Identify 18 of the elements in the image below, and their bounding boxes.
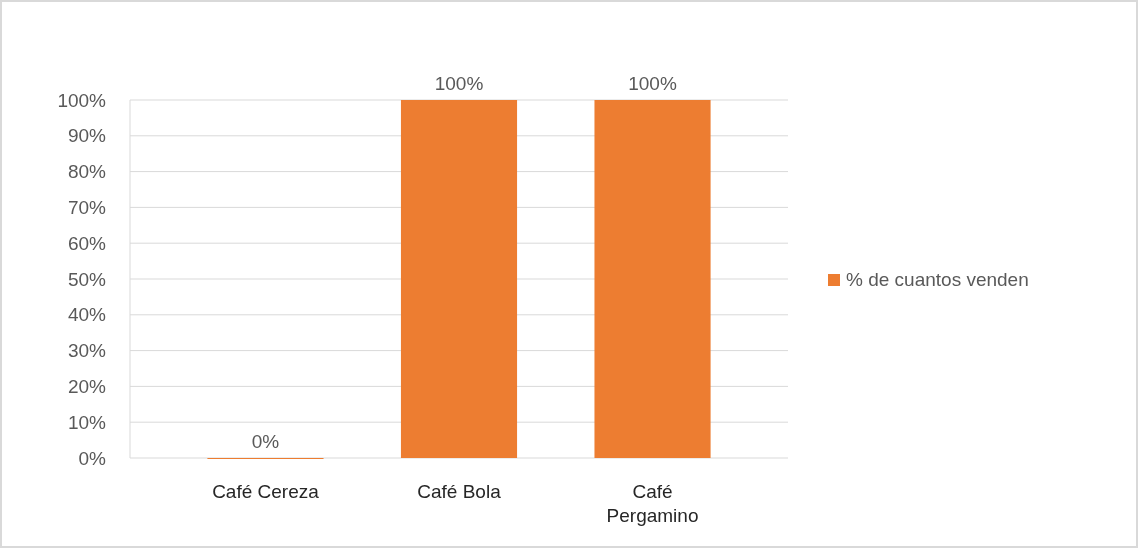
y-tick-label: 90%	[67, 125, 107, 147]
x-tick-label: Café Cereza	[212, 481, 320, 502]
text: 100%	[434, 73, 484, 94]
y-tick-label: 80%	[67, 161, 107, 183]
x-tick-label: Café Pergamino	[606, 481, 699, 526]
y-tick-label: 50%	[67, 268, 107, 290]
x-tick-label: Café Bola	[417, 481, 502, 502]
text: 100%	[628, 73, 677, 94]
y-tick-label: 20%	[67, 376, 107, 398]
y-tick-label: 30%	[67, 340, 107, 362]
y-tick-label: 0%	[78, 447, 107, 469]
y-tick-label: 60%	[67, 232, 107, 254]
legend-label: % de cuantos venden	[846, 269, 1029, 290]
y-tick-label: 10%	[67, 411, 107, 433]
y-tick-label: 100%	[57, 89, 107, 111]
text: 0%	[251, 431, 280, 452]
y-tick-label: 70%	[67, 197, 107, 219]
y-tick-label: 40%	[67, 304, 107, 326]
